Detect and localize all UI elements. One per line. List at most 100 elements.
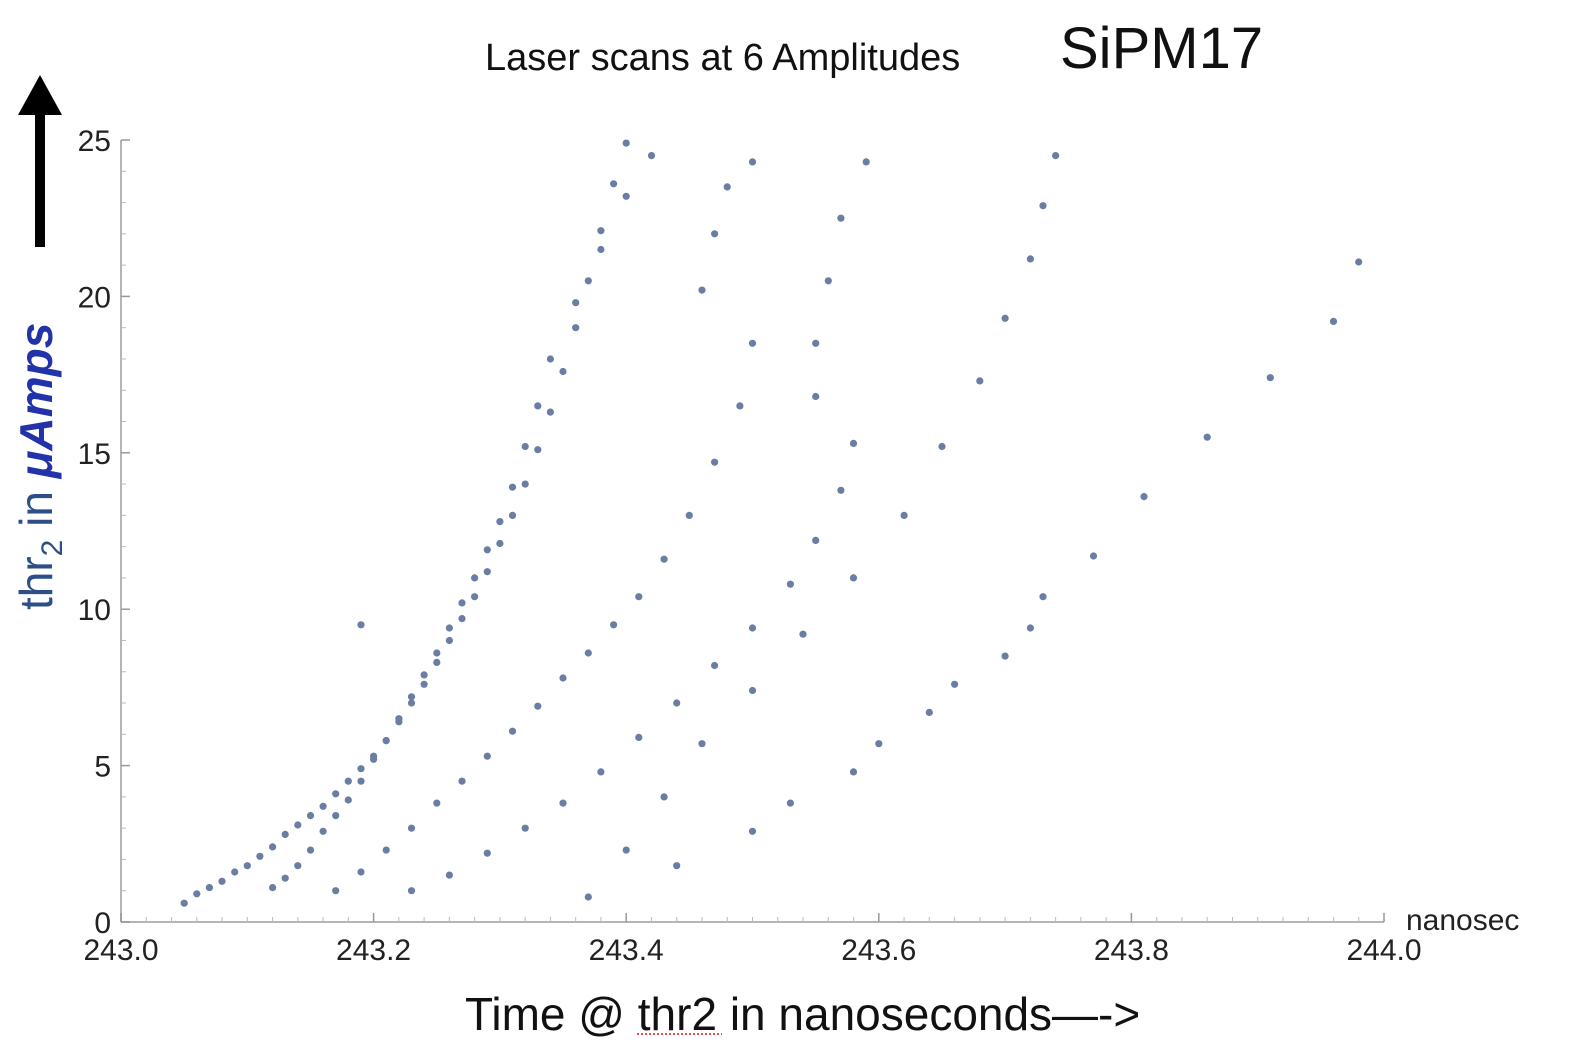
data-point — [218, 877, 226, 885]
data-point — [622, 192, 630, 200]
data-point — [685, 511, 693, 519]
data-point — [812, 536, 820, 545]
data-point — [281, 830, 289, 839]
y-axis-arrow — [18, 75, 62, 247]
y-tick-label: 5 — [94, 751, 111, 784]
data-point — [748, 339, 757, 347]
data-point — [496, 539, 504, 548]
data-point — [205, 884, 213, 892]
data-point — [736, 402, 744, 410]
data-point — [812, 339, 820, 347]
data-points — [180, 139, 1363, 907]
data-point — [584, 649, 592, 657]
data-point — [1001, 314, 1009, 322]
data-point — [837, 486, 845, 494]
data-point — [1052, 152, 1060, 160]
data-point — [306, 812, 315, 820]
x-tick-label: 243.6 — [841, 934, 916, 967]
data-point — [647, 152, 656, 160]
data-point — [610, 180, 618, 188]
data-point — [1089, 552, 1098, 560]
data-point — [445, 871, 453, 879]
data-point — [584, 277, 592, 285]
ticks — [120, 139, 1385, 923]
y-label-units: μAmps — [10, 323, 62, 481]
data-point — [269, 843, 277, 851]
arrow-shaft — [35, 112, 45, 247]
data-point — [483, 568, 491, 576]
data-point — [812, 392, 820, 401]
data-point — [559, 674, 567, 682]
y-label-in: in — [10, 478, 62, 539]
y-label-subscript: 2 — [36, 540, 69, 557]
data-point — [748, 686, 757, 695]
data-point — [849, 574, 858, 582]
data-point — [433, 658, 441, 667]
scan-series — [584, 152, 1060, 901]
data-point — [445, 624, 453, 632]
data-point — [1039, 593, 1047, 601]
data-point — [332, 790, 340, 798]
data-point — [849, 768, 858, 776]
data-point — [344, 777, 352, 785]
data-point — [319, 802, 327, 810]
axes — [120, 140, 1384, 923]
x-tick-label: 243.2 — [336, 934, 411, 967]
data-point — [395, 715, 403, 723]
data-point — [534, 402, 542, 410]
data-point — [521, 824, 529, 832]
data-point — [660, 555, 668, 563]
data-point — [433, 799, 441, 807]
data-point — [1329, 317, 1338, 325]
data-point — [900, 511, 908, 519]
data-point — [243, 862, 251, 870]
data-point — [231, 868, 239, 876]
device-label: SiPM17 — [1060, 16, 1263, 81]
data-point — [471, 593, 479, 601]
data-point — [483, 849, 491, 857]
data-point — [496, 518, 504, 526]
data-point — [508, 483, 517, 491]
data-point — [875, 740, 883, 748]
y-tick-label: 25 — [78, 125, 111, 158]
data-point — [357, 868, 365, 876]
data-point — [610, 621, 618, 629]
data-point — [508, 727, 517, 735]
data-point — [332, 887, 340, 895]
data-point — [319, 827, 327, 835]
data-point — [723, 183, 731, 191]
x-axis-label: Time @ thr2 in nanoseconds—-> — [465, 988, 1140, 1040]
data-point — [294, 862, 302, 870]
data-point — [521, 480, 529, 488]
data-point — [673, 862, 681, 870]
y-tick-label: 20 — [78, 281, 111, 314]
data-point — [622, 846, 630, 854]
data-point — [433, 649, 441, 657]
data-point — [306, 846, 315, 854]
data-point — [748, 827, 757, 835]
data-point — [420, 680, 428, 688]
data-point — [1203, 433, 1211, 441]
data-point — [546, 408, 555, 416]
x-unit-label: nanosec — [1406, 904, 1519, 937]
data-point — [698, 286, 706, 294]
data-point — [357, 621, 365, 629]
data-point — [294, 821, 302, 829]
data-point — [925, 708, 933, 717]
data-point — [332, 812, 340, 820]
data-point — [951, 680, 959, 688]
data-point — [458, 599, 466, 607]
data-point — [572, 299, 580, 307]
data-point — [786, 799, 795, 807]
data-point — [622, 139, 630, 147]
data-point — [382, 737, 390, 745]
scan-series — [357, 621, 365, 629]
data-point — [281, 874, 289, 882]
data-point — [521, 442, 529, 451]
data-point — [458, 777, 466, 785]
data-point — [458, 615, 466, 623]
data-point — [597, 245, 605, 254]
data-point — [370, 755, 378, 763]
data-point — [534, 446, 542, 454]
